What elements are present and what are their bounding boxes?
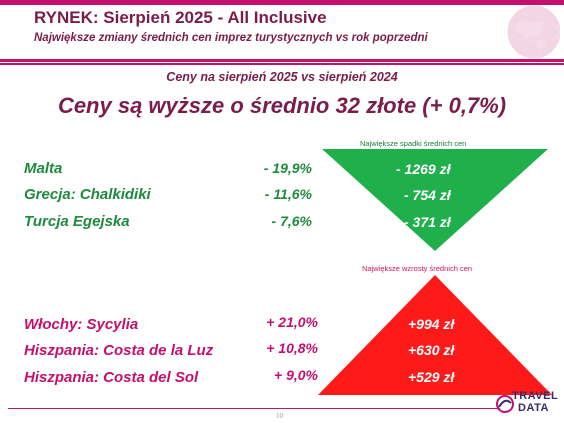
top-accent-line [0, 0, 564, 5]
rise-amount-2: +630 zł [408, 342, 455, 358]
rises-triangle [318, 275, 552, 395]
globe-icon [507, 5, 560, 59]
drops-section-label: Największe spadki średnich cen [360, 139, 467, 148]
logo-text-travel: TRAVEL [512, 390, 559, 402]
drop-destination-3: Turcja Egejska [24, 213, 130, 230]
slide-title: RYNEK: Sierpień 2025 - All Inclusive [34, 8, 327, 27]
rise-amount-1: +994 zł [408, 316, 455, 332]
drop-amount-2: - 754 zł [404, 187, 451, 203]
drop-pct-3: - 7,6% [271, 213, 312, 229]
logo-text-data: DATA [518, 402, 549, 414]
drop-pct-1: - 19,9% [263, 160, 312, 176]
drop-destination-2: Grecja: Chalkidiki [24, 186, 151, 203]
footer-divider [8, 408, 500, 409]
headline: Ceny są wyższe o średnio 32 złote (+ 0,7… [57, 93, 507, 118]
header-divider-thin [0, 63, 564, 65]
rise-pct-1: + 21,0% [266, 314, 318, 330]
rise-pct-3: + 9,0% [274, 367, 318, 383]
rises-section-label: Największe wzrosty średnich cen [362, 264, 473, 273]
drops-triangle [322, 149, 548, 251]
drop-destination-1: Malta [24, 160, 63, 177]
rise-destination-3: Hiszpania: Costa del Sol [24, 369, 199, 386]
logo-swirl-icon [496, 395, 514, 413]
comparison-label: Ceny na sierpień 2025 vs sierpień 2024 [166, 70, 398, 84]
rise-destination-1: Włochy: Sycylia [24, 316, 139, 333]
rise-amount-3: +529 zł [408, 369, 455, 385]
drop-amount-3: - 371 zł [404, 214, 451, 230]
header-divider [0, 59, 564, 62]
rise-pct-2: + 10,8% [266, 340, 318, 356]
drop-amount-1: - 1269 zł [396, 161, 451, 177]
slide-subtitle: Największe zmiany średnich cen imprez tu… [34, 32, 428, 44]
page-number: 10 [276, 412, 283, 420]
rise-destination-2: Hiszpania: Costa de la Luz [24, 342, 214, 359]
drop-pct-2: - 11,6% [264, 186, 312, 202]
travel-data-logo: TRAVEL DATA [494, 389, 562, 421]
